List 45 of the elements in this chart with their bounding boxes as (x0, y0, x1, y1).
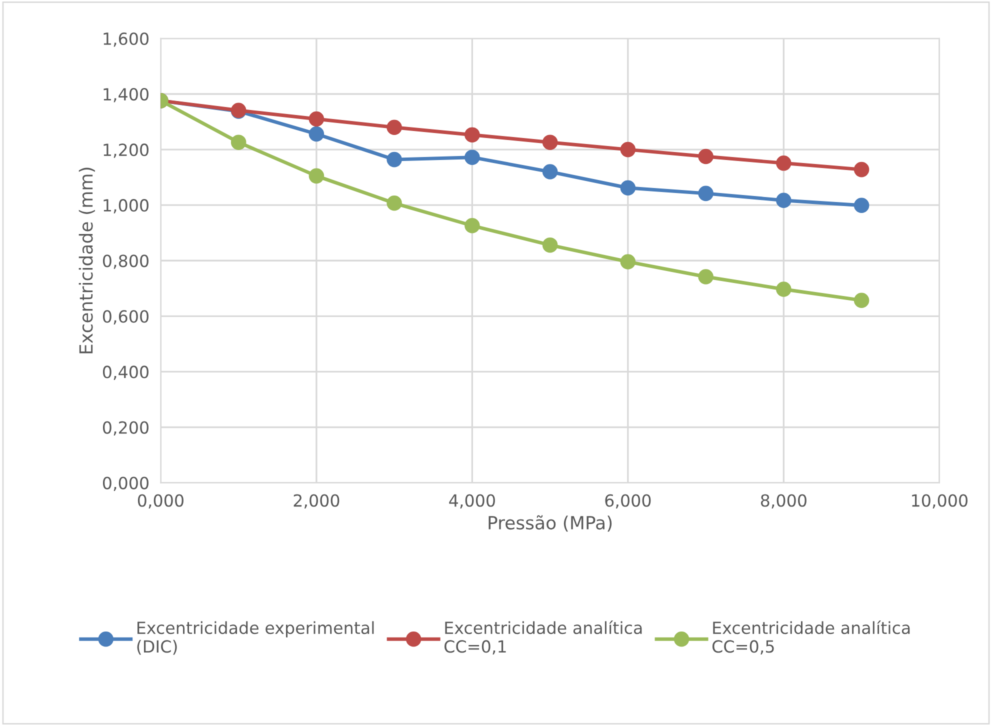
legend-label: Excentricidade analítica CC=0,5 (712, 620, 910, 654)
point (386, 196, 402, 211)
x-tick-label: 4,000 (449, 494, 495, 509)
point (308, 126, 324, 142)
point (542, 134, 558, 150)
point (854, 162, 870, 178)
y-tick-label: 0,000 (102, 476, 148, 492)
legend-label: Excentricidade analítica CC=0,1 (444, 620, 642, 654)
x-tick-label: 8,000 (760, 494, 806, 509)
point (464, 150, 480, 165)
point (464, 127, 480, 142)
point (308, 111, 324, 127)
point (542, 237, 558, 253)
point (776, 156, 792, 171)
y-tick-label: 1,000 (104, 199, 148, 214)
y-tick-label: 1,400 (104, 88, 148, 102)
point (620, 254, 636, 270)
point (386, 152, 402, 168)
y-tick-label: 1,200 (104, 144, 148, 158)
y-axis-title: Excentricidade (mm) (78, 168, 95, 354)
point (698, 269, 714, 284)
point (698, 186, 714, 202)
x-axis-title: Pressão (MPa) (488, 515, 612, 532)
point (386, 120, 402, 135)
x-tick-label: 10,000 (912, 494, 968, 509)
point (776, 192, 792, 208)
x-tick-label: 6,000 (605, 494, 651, 509)
point (542, 164, 558, 180)
x-tick-label: 0,000 (138, 494, 184, 509)
x-tick-label: 2,000 (294, 494, 340, 509)
y-tick-label: 0,800 (102, 254, 148, 269)
y-tick-label: 0,600 (102, 310, 148, 324)
point (620, 180, 636, 196)
point (230, 134, 246, 150)
point (776, 282, 792, 297)
point (698, 148, 714, 164)
point (854, 292, 870, 308)
y-tick-label: 0,400 (102, 366, 148, 380)
y-tick-label: 1,600 (104, 32, 148, 47)
point (308, 168, 324, 184)
point (854, 198, 870, 214)
point (620, 142, 636, 158)
y-tick-label: 0,200 (102, 421, 148, 436)
point (464, 218, 480, 234)
legend-label: Excentricidade experimental (DIC) (137, 621, 374, 655)
